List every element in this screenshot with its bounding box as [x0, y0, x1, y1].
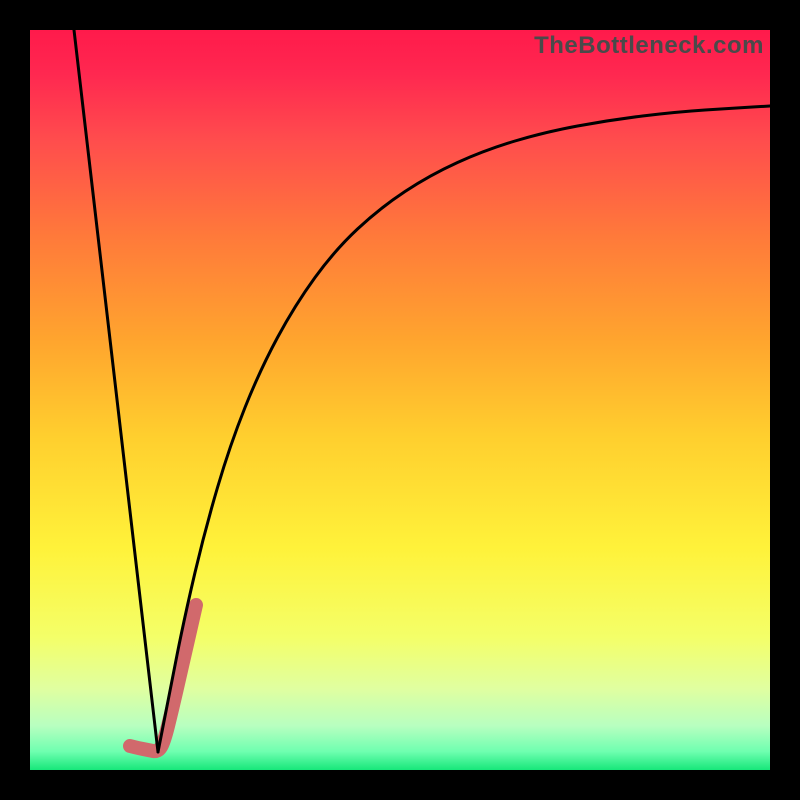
- watermark-text: TheBottleneck.com: [534, 32, 764, 60]
- plot-area: TheBottleneck.com: [30, 30, 770, 770]
- curves-layer: [30, 30, 770, 770]
- chart-frame: TheBottleneck.com: [0, 0, 800, 800]
- bottleneck-curve-right: [158, 106, 770, 752]
- bottleneck-curve-left: [74, 30, 158, 752]
